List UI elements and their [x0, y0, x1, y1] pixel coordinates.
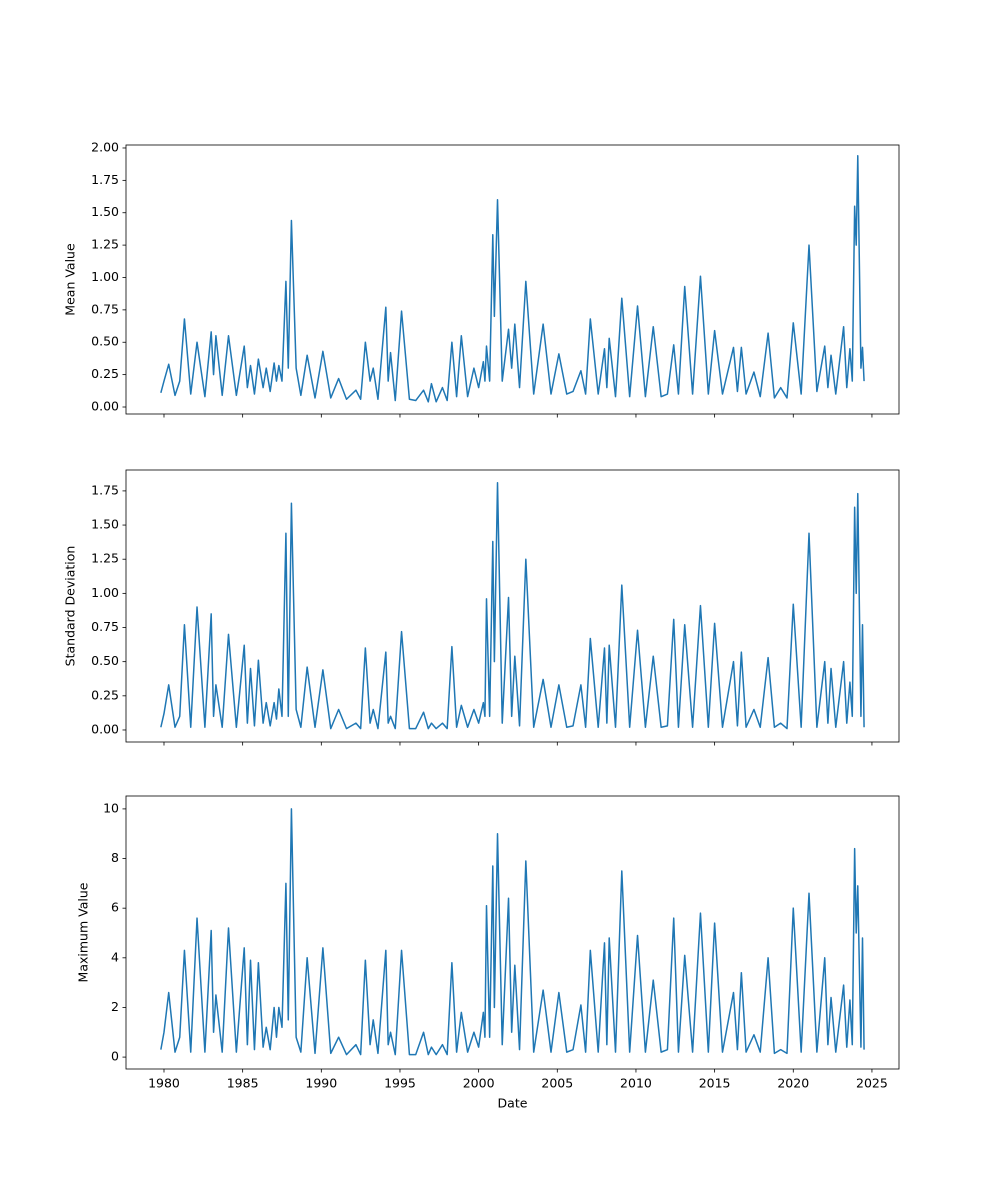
y-tick-label: 1.00	[91, 269, 119, 284]
y-tick-label: 0.50	[91, 334, 119, 349]
data-line	[160, 808, 865, 1056]
y-tick-label: 0.75	[91, 301, 119, 316]
y-tick-label: 1.75	[91, 482, 119, 497]
y-tick-label: 1.25	[91, 237, 119, 252]
y-tick-label: 1.50	[91, 517, 119, 532]
y-tick-label: 2.00	[91, 139, 119, 154]
y-tick-label: 0.50	[91, 653, 119, 668]
x-tick-label: 1995	[384, 1076, 416, 1091]
axes-frame	[125, 795, 900, 1070]
y-tick-label: 1.25	[91, 551, 119, 566]
x-tick-label: 2000	[463, 1076, 495, 1091]
y-tick-label: 6	[111, 900, 119, 915]
y-tick-label: 1.75	[91, 172, 119, 187]
y-tick-label: 8	[111, 850, 119, 865]
axes-frame	[125, 144, 900, 415]
y-axis-label: Standard Deviation	[63, 546, 78, 667]
y-tick-label: 1.50	[91, 204, 119, 219]
y-tick-label: 0.75	[91, 619, 119, 634]
data-line	[160, 155, 865, 403]
x-tick-label: 2005	[541, 1076, 573, 1091]
x-tick-label: 2010	[620, 1076, 652, 1091]
y-tick-label: 2	[111, 999, 119, 1014]
y-axis-label: Mean Value	[63, 243, 78, 316]
y-tick-label: 0.25	[91, 687, 119, 702]
x-tick-label: 2015	[699, 1076, 731, 1091]
y-axis-label: Maximum Value	[76, 882, 91, 982]
axes-frame	[125, 469, 900, 743]
y-tick-label: 0	[111, 1049, 119, 1064]
x-tick-label: 1980	[148, 1076, 180, 1091]
y-tick-label: 1.00	[91, 585, 119, 600]
y-tick-label: 0.25	[91, 366, 119, 381]
data-line	[160, 481, 865, 730]
x-tick-label: 2020	[777, 1076, 809, 1091]
y-tick-label: 0.00	[91, 721, 119, 736]
x-axis-label: Date	[498, 1096, 528, 1111]
x-tick-label: 1985	[227, 1076, 259, 1091]
x-tick-label: 1990	[305, 1076, 337, 1091]
y-tick-label: 10	[103, 800, 119, 815]
y-tick-label: 4	[111, 949, 119, 964]
x-tick-label: 2025	[856, 1076, 888, 1091]
y-tick-label: 0.00	[91, 399, 119, 414]
